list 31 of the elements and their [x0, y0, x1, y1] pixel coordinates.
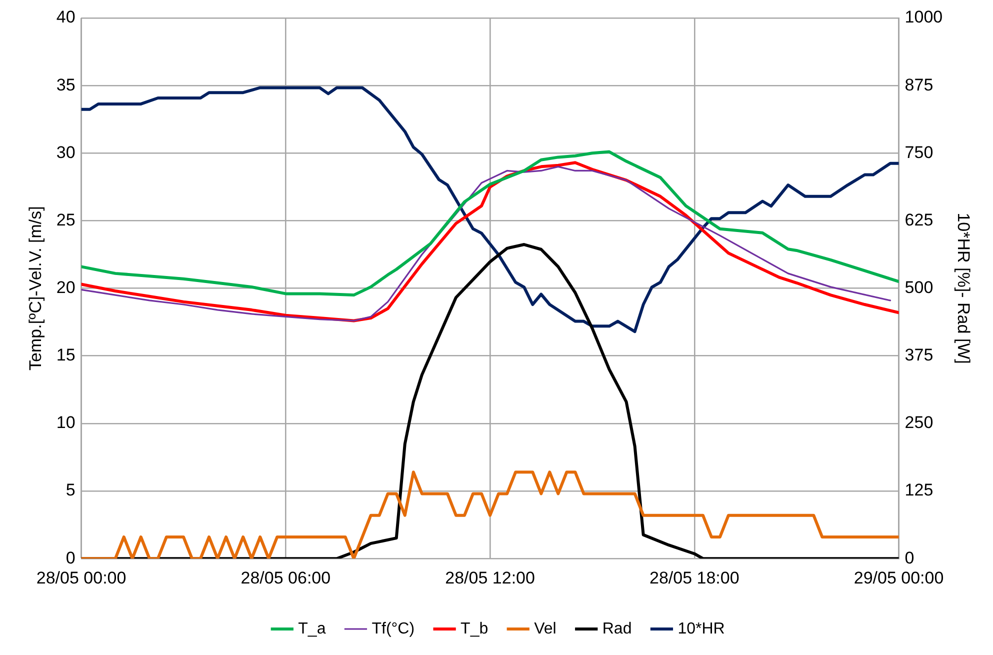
y-axis-title: Temp.[ºC]-Vel.V. [m/s]	[26, 206, 45, 370]
legend-label: Tf(°C)	[372, 620, 415, 638]
y-tick-label: 35	[56, 75, 76, 94]
y-tick-label: 25	[56, 210, 76, 230]
y2-tick-label: 250	[904, 413, 934, 432]
y2-tick-label: 750	[904, 142, 934, 162]
legend-label: 10*HR	[678, 620, 725, 638]
legend-label: T_b	[460, 620, 488, 638]
y2-tick-label: 875	[904, 75, 934, 94]
y2-tick-label: 1000	[904, 8, 943, 27]
x-tick-label: 28/05 12:00	[445, 568, 535, 588]
y-tick-label: 20	[56, 278, 76, 297]
y2-tick-label: 625	[904, 210, 934, 230]
y-tick-label: 10	[56, 413, 76, 432]
legend-label: Rad	[602, 620, 632, 638]
y-tick-label: 5	[66, 480, 76, 500]
y-tick-label: 15	[56, 346, 76, 365]
x-tick-label: 28/05 00:00	[36, 568, 126, 588]
y2-tick-label: 500	[904, 278, 934, 297]
legend-label: Vel	[534, 620, 556, 638]
y2-tick-label: 0	[904, 548, 914, 568]
y2-axis-title: 10*HR [%]- Rad [W]	[954, 212, 974, 364]
y-tick-label: 0	[66, 548, 76, 568]
y2-tick-label: 125	[904, 480, 934, 500]
legend-label: T_a	[298, 620, 326, 638]
y2-tick-label: 375	[904, 346, 934, 365]
y-tick-label: 30	[56, 142, 76, 162]
x-tick-label: 28/05 06:00	[240, 568, 331, 588]
y-tick-label: 40	[56, 8, 76, 27]
x-tick-label: 29/05 00:00	[854, 568, 944, 588]
x-tick-label: 28/05 18:00	[650, 568, 740, 588]
